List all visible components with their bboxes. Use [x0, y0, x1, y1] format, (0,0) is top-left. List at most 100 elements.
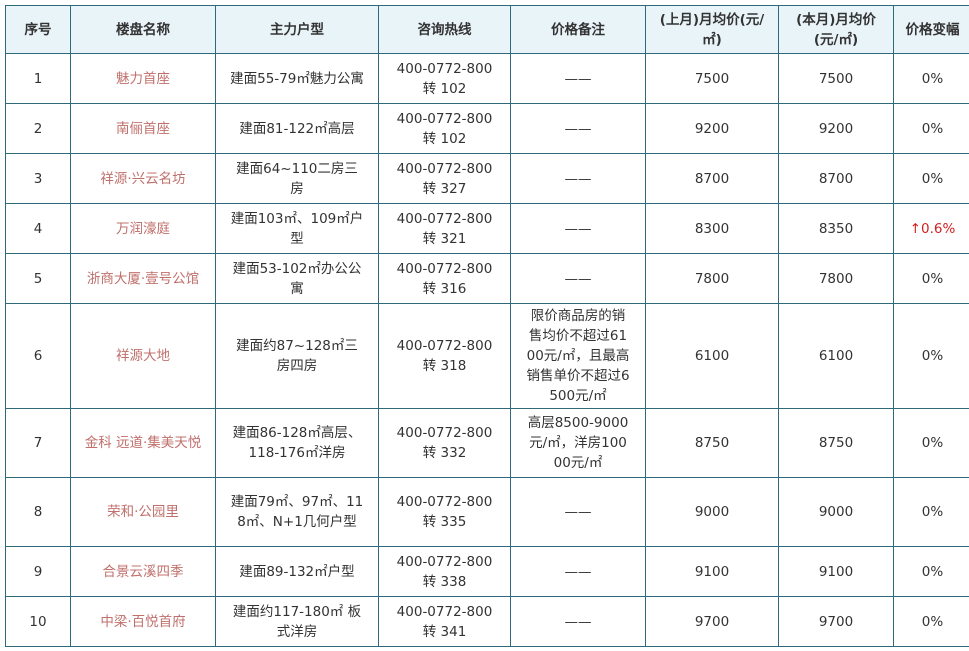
this-month-price: 6100: [778, 303, 894, 409]
table-row: 2 南俪首座 建面81-122㎡高层 400-0772-800 转 102 —— 9200 9…: [5, 103, 969, 154]
last-month-price: 8700: [645, 153, 779, 204]
table-row: 8 荣和·公园里 建面79㎡、97㎡、118㎡、N+1几何户型 400-0772-80…: [5, 477, 969, 547]
price-change: 0%: [893, 103, 969, 154]
hotline-extension: 转 316: [422, 280, 467, 297]
table-row: 1 魅力首座 建面55-79㎡魅力公寓 400-0772-800 转 102 —— 7500…: [5, 53, 969, 104]
last-month-price: 9700: [645, 596, 779, 647]
unit-type: 建面103㎡、109㎡户型: [215, 203, 379, 254]
hotline-extension: 转 102: [422, 80, 467, 97]
last-month-price: 7800: [645, 253, 779, 304]
price-note: ——: [510, 596, 646, 647]
table-row: 6 祥源大地 建面约87~128㎡三房四房 400-0772-800 转 318 限价商品…: [5, 303, 969, 409]
project-name: 万润濠庭: [70, 203, 216, 254]
unit-type: 建面55-79㎡魅力公寓: [215, 53, 379, 104]
table-row: 5 浙商大厦·壹号公馆 建面53-102㎡办公公寓 400-0772-800 转 316…: [5, 253, 969, 304]
header-change: 价格变幅: [893, 5, 969, 54]
table-row: 3 祥源·兴云名坊 建面64~110二房三房 400-0772-800 转 327 —— 8…: [5, 153, 969, 204]
row-number: 1: [5, 53, 71, 104]
price-change: 0%: [893, 477, 969, 547]
price-change: ↑0.6%: [893, 203, 969, 254]
hotline-number: 400-0772-800: [396, 110, 493, 127]
this-month-price: 9100: [778, 546, 894, 597]
unit-type: 建面86-128㎡高层、118-176㎡洋房: [215, 408, 379, 478]
hotline-number: 400-0772-800: [396, 60, 493, 77]
hotline: 400-0772-800 转 318: [378, 303, 511, 409]
header-phone: 咨询热线: [378, 5, 511, 54]
unit-type: 建面79㎡、97㎡、118㎡、N+1几何户型: [215, 477, 379, 547]
price-change: 0%: [893, 546, 969, 597]
last-month-price: 9100: [645, 546, 779, 597]
header-type: 主力户型: [215, 5, 379, 54]
last-month-price: 8750: [645, 408, 779, 478]
table-row: 7 金科 远道·集美天悦 建面86-128㎡高层、118-176㎡洋房 400-077…: [5, 408, 969, 478]
project-name: 南俪首座: [70, 103, 216, 154]
row-number: 9: [5, 546, 71, 597]
header-this-month: (本月)月均价(元/㎡): [778, 5, 894, 54]
project-name: 中梁·百悦首府: [70, 596, 216, 647]
hotline-number: 400-0772-800: [396, 210, 493, 227]
hotline-number: 400-0772-800: [396, 425, 493, 441]
project-name: 魅力首座: [70, 53, 216, 104]
row-number: 7: [5, 408, 71, 478]
last-month-price: 8300: [645, 203, 779, 254]
last-month-price: 9200: [645, 103, 779, 154]
unit-type: 建面约117-180㎡ 板式洋房: [215, 596, 379, 647]
price-change: 0%: [893, 253, 969, 304]
unit-type: 建面81-122㎡高层: [215, 103, 379, 154]
hotline: 400-0772-800 转 102: [378, 103, 511, 154]
price-change: 0%: [893, 596, 969, 647]
this-month-price: 9200: [778, 103, 894, 154]
price-note: ——: [510, 477, 646, 547]
last-month-price: 7500: [645, 53, 779, 104]
hotline-extension: 转 327: [422, 180, 467, 197]
project-name: 合景云溪四季: [70, 546, 216, 597]
price-table: 序号 楼盘名称 主力户型 咨询热线 价格备注 (上月)月均价(元/㎡) (本月)…: [5, 5, 969, 647]
price-change: 0%: [893, 153, 969, 204]
hotline-number: 400-0772-800: [396, 553, 493, 570]
project-name: 祥源大地: [70, 303, 216, 409]
table-row: 9 合景云溪四季 建面89-132㎡户型 400-0772-800 转 338 —— 910…: [5, 546, 969, 597]
row-number: 8: [5, 477, 71, 547]
last-month-price: 6100: [645, 303, 779, 409]
project-name: 浙商大厦·壹号公馆: [70, 253, 216, 304]
price-change: 0%: [893, 53, 969, 104]
price-note: ——: [510, 103, 646, 154]
header-last-month: (上月)月均价(元/㎡): [645, 5, 779, 54]
hotline-number: 400-0772-800: [396, 338, 493, 354]
unit-type: 建面53-102㎡办公公寓: [215, 253, 379, 304]
hotline-number: 400-0772-800: [396, 494, 493, 510]
price-note: 限价商品房的销售均价不超过6100元/㎡，且最高销售单价不超过6500元/㎡: [510, 303, 646, 409]
price-note: ——: [510, 153, 646, 204]
hotline-extension: 转 318: [422, 358, 467, 374]
this-month-price: 7800: [778, 253, 894, 304]
price-change: 0%: [893, 303, 969, 409]
hotline-extension: 转 338: [422, 573, 467, 590]
hotline: 400-0772-800 转 102: [378, 53, 511, 104]
price-note: ——: [510, 546, 646, 597]
hotline: 400-0772-800 转 335: [378, 477, 511, 547]
this-month-price: 8750: [778, 408, 894, 478]
hotline-extension: 转 102: [422, 130, 467, 147]
hotline: 400-0772-800 转 321: [378, 203, 511, 254]
hotline: 400-0772-800 转 316: [378, 253, 511, 304]
hotline: 400-0772-800 转 341: [378, 596, 511, 647]
this-month-price: 8350: [778, 203, 894, 254]
hotline-number: 400-0772-800: [396, 160, 493, 177]
project-name: 荣和·公园里: [70, 477, 216, 547]
header-no: 序号: [5, 5, 71, 54]
header-name: 楼盘名称: [70, 5, 216, 54]
row-number: 4: [5, 203, 71, 254]
unit-type: 建面约87~128㎡三房四房: [215, 303, 379, 409]
header-note: 价格备注: [510, 5, 646, 54]
hotline-extension: 转 321: [422, 230, 467, 247]
last-month-price: 9000: [645, 477, 779, 547]
hotline-extension: 转 332: [422, 445, 467, 461]
row-number: 3: [5, 153, 71, 204]
price-change: 0%: [893, 408, 969, 478]
header-row: 序号 楼盘名称 主力户型 咨询热线 价格备注 (上月)月均价(元/㎡) (本月)…: [5, 5, 969, 54]
table-row: 10 中梁·百悦首府 建面约117-180㎡ 板式洋房 400-0772-800 转 3…: [5, 596, 969, 647]
hotline: 400-0772-800 转 332: [378, 408, 511, 478]
unit-type: 建面89-132㎡户型: [215, 546, 379, 597]
hotline-extension: 转 335: [422, 514, 467, 530]
row-number: 5: [5, 253, 71, 304]
